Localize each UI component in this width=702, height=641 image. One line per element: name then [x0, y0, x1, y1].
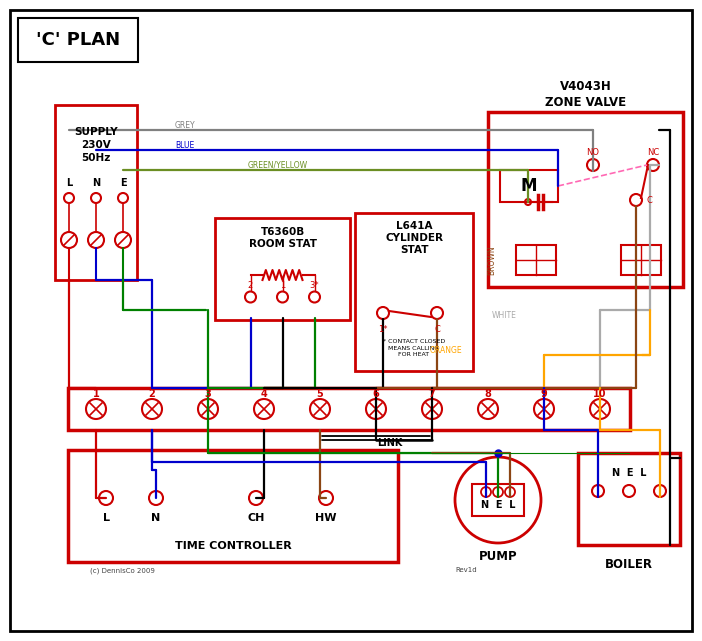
Text: 9: 9	[541, 389, 548, 399]
FancyBboxPatch shape	[18, 18, 138, 62]
Text: CH: CH	[247, 513, 265, 523]
Text: BLUE: BLUE	[175, 140, 194, 149]
Text: T6360B
ROOM STAT: T6360B ROOM STAT	[249, 227, 317, 249]
Text: NC: NC	[647, 147, 659, 156]
Text: 3*: 3*	[310, 281, 319, 290]
Text: 1: 1	[93, 389, 100, 399]
Text: 5: 5	[317, 389, 324, 399]
Text: 'C' PLAN: 'C' PLAN	[36, 31, 120, 49]
Text: TIME CONTROLLER: TIME CONTROLLER	[175, 541, 291, 551]
Text: M: M	[521, 177, 537, 195]
Text: BROWN: BROWN	[487, 246, 496, 275]
Text: N  E  L: N E L	[481, 500, 515, 510]
Text: HW: HW	[315, 513, 337, 523]
Text: ORANGE: ORANGE	[430, 345, 463, 354]
Text: C: C	[646, 196, 652, 204]
Text: Rev1d: Rev1d	[455, 567, 477, 573]
Text: 3: 3	[204, 389, 211, 399]
Text: BOILER: BOILER	[605, 558, 653, 572]
Text: 1: 1	[280, 281, 285, 290]
Text: 10: 10	[593, 389, 607, 399]
Text: GREEN/YELLOW: GREEN/YELLOW	[248, 160, 308, 169]
Text: (c) DennisCo 2009: (c) DennisCo 2009	[90, 567, 155, 574]
Text: WHITE: WHITE	[492, 310, 517, 319]
Text: 8: 8	[484, 389, 491, 399]
Text: LINK: LINK	[377, 438, 403, 448]
Text: N  E  L: N E L	[611, 468, 647, 478]
Text: GREY: GREY	[175, 121, 196, 129]
Text: * CONTACT CLOSED
MEANS CALLING
FOR HEAT: * CONTACT CLOSED MEANS CALLING FOR HEAT	[383, 339, 445, 356]
Text: NO: NO	[586, 147, 600, 156]
Text: N: N	[92, 178, 100, 188]
Text: 4: 4	[260, 389, 267, 399]
Text: 1*: 1*	[378, 324, 388, 333]
Text: 7: 7	[429, 389, 435, 399]
Text: C: C	[434, 324, 440, 333]
Text: V4043H
ZONE VALVE: V4043H ZONE VALVE	[545, 79, 626, 108]
Text: 2: 2	[248, 281, 253, 290]
Text: 2: 2	[149, 389, 155, 399]
Text: L641A
CYLINDER
STAT: L641A CYLINDER STAT	[385, 221, 443, 255]
Text: 6: 6	[373, 389, 379, 399]
Text: SUPPLY
230V
50Hz: SUPPLY 230V 50Hz	[74, 127, 118, 163]
Text: N: N	[152, 513, 161, 523]
Text: PUMP: PUMP	[479, 551, 517, 563]
Text: E: E	[119, 178, 126, 188]
Text: L: L	[102, 513, 110, 523]
Text: L: L	[66, 178, 72, 188]
